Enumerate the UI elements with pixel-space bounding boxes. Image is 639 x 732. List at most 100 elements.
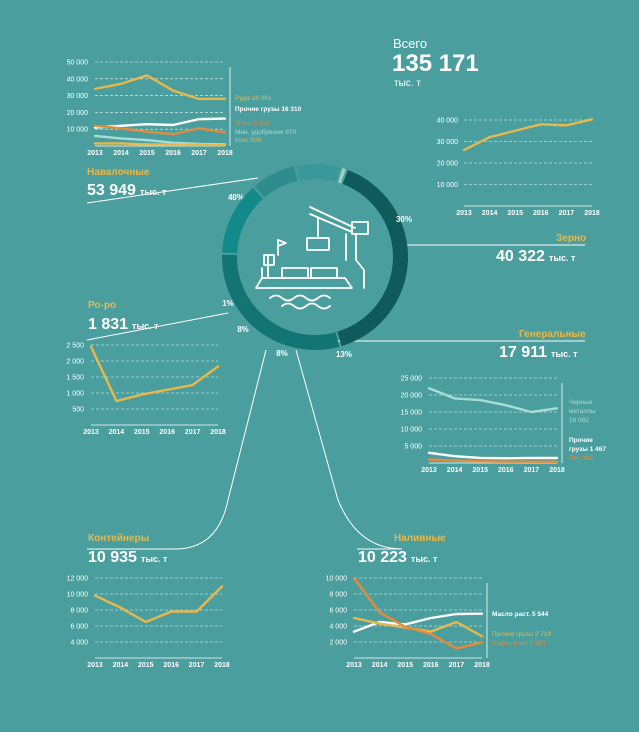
x-tick-label: 2015 [397,662,413,669]
chart-roro: 500 1 000 1 500 2 000 2 500 2013 2014 2015 2016 2… [66,343,225,437]
x-tick-label: 2018 [474,662,490,669]
legend-label: Прочие грузы 2 719 [492,631,551,638]
x-tick-label: 2017 [189,662,205,669]
y-tick-label: 1 000 [66,391,84,398]
x-tick-label: 2015 [472,467,488,474]
total-unit: тыс. т [394,78,421,89]
y-tick-label: 20 000 [67,110,89,117]
y-tick-label: 6 000 [70,624,88,631]
y-tick-label: 25 000 [401,376,423,383]
y-tick-label: 2 000 [66,359,84,366]
connector-lines [86,177,585,550]
legend-label: грузы 1 467 [569,446,606,453]
x-tick-label: 2016 [423,662,439,669]
chart-containers: 4 000 6 000 8 000 10 000 12 000 2013 2014 2015 2… [67,576,230,670]
y-tick-label: 30 000 [67,93,89,100]
chart-general: 5 000 10 000 15 000 20 000 25 000 2013 2014 201… [401,376,607,475]
x-tick-label: 2013 [87,662,103,669]
y-tick-label: 10 000 [326,576,348,583]
general-total: 17 911 тыс. т [499,344,578,361]
legend-label: Уголь 8 103 [235,120,270,127]
containers-title: Контейнеры [88,533,150,544]
donut-slice-label: 30% [396,215,412,224]
y-tick-label: 2 000 [329,640,347,647]
donut-slice-label: 1% [222,299,234,308]
x-tick-label: 2016 [533,210,549,217]
donut-slice-label: 8% [276,349,288,358]
general-title: Генеральные [519,329,586,340]
containers-total: 10 935 тыс. т [88,549,168,566]
series-line [427,387,559,414]
donut-slice-label: 40% [228,193,244,202]
series-line [93,124,227,136]
y-tick-label: 6 000 [329,608,347,615]
x-tick-label: 2015 [139,150,155,157]
legend-label: 16 082 [569,417,589,424]
series-line [462,118,594,152]
x-tick-label: 2018 [214,662,230,669]
y-tick-label: 20 000 [401,393,423,400]
series-line [93,142,227,147]
y-tick-label: 40 000 [437,118,459,125]
legend-label: металлы [569,408,596,415]
x-tick-label: 2016 [163,662,179,669]
x-tick-label: 2016 [498,467,514,474]
x-tick-label: 2015 [134,429,150,436]
series-line [89,345,220,403]
bulk-total: 53 949 тыс. т [87,182,167,199]
donut-slice [337,168,346,184]
legend-label: Кокс 505 [235,137,262,144]
x-tick-label: 2013 [83,429,99,436]
bulk-title: Навалочные [87,167,150,178]
x-tick-label: 2016 [165,150,181,157]
y-tick-label: 5 000 [404,444,422,451]
y-tick-label: 500 [72,407,84,414]
roro-title: Ро-ро [88,300,117,311]
x-tick-label: 2017 [559,210,575,217]
x-tick-label: 2018 [584,210,600,217]
donut-slice [221,254,340,350]
donut-slice [254,166,298,198]
x-tick-label: 2017 [449,662,465,669]
legend-label: Нефть и н/п 1 961 [492,640,546,647]
donut-slice-label: 13% [336,350,352,359]
legend-label: Руда 28 061 [235,95,272,102]
liquid-total: 10 223 тыс. т [358,549,438,566]
line-charts: 10 000 20 000 30 000 40 000 50 000 2013 2014 20… [66,60,606,670]
roro-total: 1 831 тыс. т [88,316,159,333]
y-tick-label: 50 000 [67,60,89,67]
y-tick-label: 30 000 [437,139,459,146]
port-ship-icon [255,206,369,310]
y-tick-label: 8 000 [70,608,88,615]
y-tick-label: 10 000 [437,182,459,189]
y-tick-label: 4 000 [70,640,88,647]
donut-slice [296,163,341,182]
y-tick-label: 15 000 [401,410,423,417]
liquid-title: Наливные [394,533,446,544]
y-tick-label: 1 500 [66,375,84,382]
legend-label: Масло раст. 5 544 [492,611,549,618]
x-tick-label: 2014 [109,429,125,436]
y-tick-label: 40 000 [67,76,89,83]
y-tick-label: 20 000 [437,161,459,168]
x-tick-label: 2016 [159,429,175,436]
x-tick-label: 2018 [210,429,226,436]
x-tick-label: 2015 [138,662,154,669]
donut-slice [337,170,408,347]
x-tick-label: 2018 [217,150,233,157]
chart-bulk: 10 000 20 000 30 000 40 000 50 000 2013 2014 20… [67,60,302,158]
donut-chart: 40% 30% 13% 8% 8% 1% [221,163,412,359]
series-line [427,451,559,460]
y-tick-label: 8 000 [329,592,347,599]
series-line [93,585,224,624]
y-tick-label: 12 000 [67,576,89,583]
x-tick-label: 2013 [87,150,103,157]
y-tick-label: 4 000 [329,624,347,631]
series-line [93,117,227,129]
donut-slice-label: 8% [237,325,249,334]
donut-slice [222,187,263,254]
legend-label: Лес 362 [569,455,593,462]
x-tick-label: 2018 [549,467,565,474]
x-tick-label: 2017 [524,467,540,474]
series-line [93,74,227,101]
